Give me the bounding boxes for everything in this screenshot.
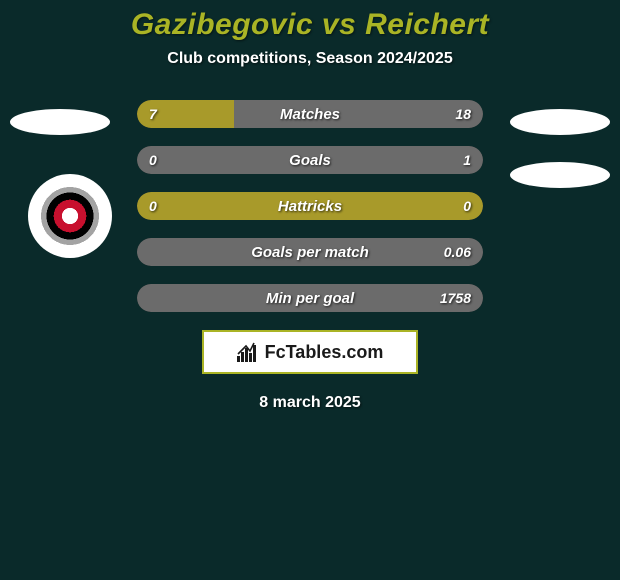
- player-right-badge-2: [510, 162, 610, 188]
- player-left-badge: [10, 109, 110, 135]
- subtitle: Club competitions, Season 2024/2025: [0, 50, 620, 68]
- stats-area: 718Matches 01Goals 00Hattricks 0.06Goals pe…: [0, 100, 620, 312]
- stat-label: Matches: [137, 100, 483, 128]
- brand-box[interactable]: FcTables.com: [202, 330, 418, 374]
- stat-bars: 718Matches 01Goals 00Hattricks 0.06Goals pe…: [137, 100, 483, 312]
- stat-label: Goals per match: [137, 238, 483, 266]
- hurricane-logo-icon: [38, 184, 102, 248]
- brand-text: FcTables.com: [265, 342, 384, 363]
- stat-label: Min per goal: [137, 284, 483, 312]
- comparison-card: Gazibegovic vs Reichert Club competition…: [0, 0, 620, 412]
- stat-row: 718Matches: [137, 100, 483, 128]
- stat-row: 1758Min per goal: [137, 284, 483, 312]
- stat-row: 00Hattricks: [137, 192, 483, 220]
- player-right-badge-1: [510, 109, 610, 135]
- stat-label: Goals: [137, 146, 483, 174]
- bar-chart-icon: [237, 342, 259, 362]
- stat-row: 01Goals: [137, 146, 483, 174]
- date-label: 8 march 2025: [0, 394, 620, 412]
- stat-label: Hattricks: [137, 192, 483, 220]
- team-logo-left: [28, 174, 112, 258]
- stat-row: 0.06Goals per match: [137, 238, 483, 266]
- page-title: Gazibegovic vs Reichert: [0, 8, 620, 42]
